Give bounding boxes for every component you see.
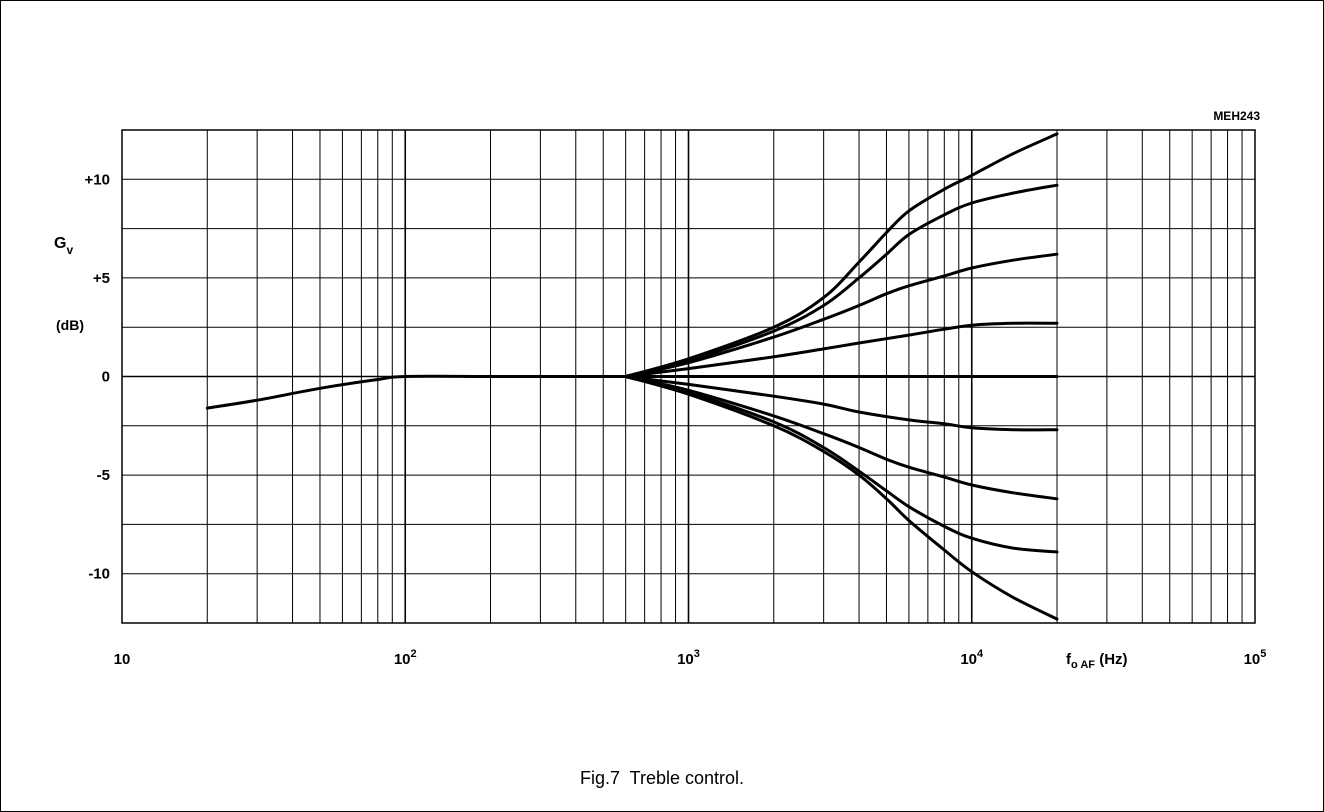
x-axis-label-unit: (Hz) [1095,651,1128,668]
treble-curve-2 [624,183,1059,378]
figure-code: MEH243 [1213,109,1260,123]
treble-curve-7 [624,375,1059,501]
curves [205,132,1059,621]
x-tick-labels: 10 102 103 104 105 [114,648,1267,668]
x-tick-label: 105 [1244,648,1267,668]
treble-curve-3 [624,252,1059,378]
x-tick-label: 10 [114,651,131,668]
treble-curve-4 [624,321,1059,378]
y-tick-label: +10 [85,171,110,188]
x-axis-label-main: f [1066,651,1072,668]
plot-border [121,129,1256,624]
y-tick-label: -10 [88,566,110,583]
y-tick-label: +5 [93,270,110,287]
y-tick-labels: +10 +5 0 -5 -10 [85,171,110,582]
x-tick-label: 103 [677,648,700,668]
low-frequency-curve [205,374,628,410]
x-tick-label: 104 [960,648,984,668]
y-tick-label: 0 [102,369,110,386]
y-axis-unit: (dB) [56,317,84,333]
figure-caption: Fig.7 Treble control. [579,768,745,788]
treble-curve-8 [624,375,1059,554]
y-tick-label: -5 [97,467,110,484]
x-tick-label: 102 [394,648,417,668]
x-axis-label: fo AF (Hz) [1066,651,1128,671]
y-axis-label: Gv [54,235,73,257]
treble-curve-9 [624,375,1059,621]
treble-curve-1 [624,132,1059,378]
x-axis-label-sub: o AF [1071,659,1095,671]
y-axis-label-sub: v [66,243,73,257]
y-axis-label-main: G [54,235,66,252]
treble-curve-6 [624,375,1059,432]
